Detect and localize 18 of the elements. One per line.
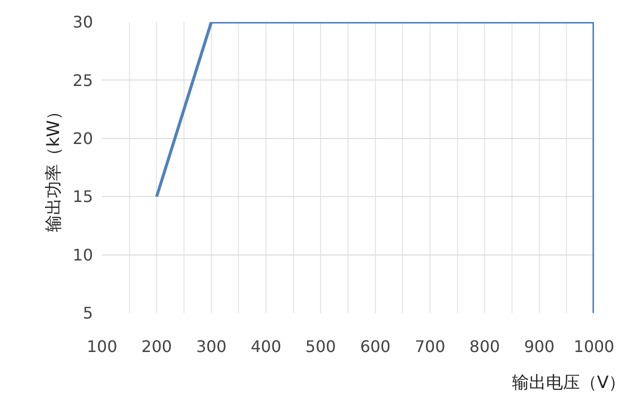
x-tick-label: 900 xyxy=(524,337,555,356)
x-tick-label: 800 xyxy=(469,337,500,356)
x-tick-label: 600 xyxy=(360,337,391,356)
x-axis-title: 输出电压（V） xyxy=(512,373,626,393)
y-tick-label: 5 xyxy=(82,304,93,323)
x-tick-label: 300 xyxy=(196,337,227,356)
y-tick-label: 30 xyxy=(72,12,93,32)
x-tick-label: 400 xyxy=(250,337,282,356)
y-tick-label: 25 xyxy=(72,70,93,90)
y-axis-title: 输出功率（kW） xyxy=(44,103,64,232)
x-tick-label: 200 xyxy=(141,337,172,356)
x-tick-label: 100 xyxy=(86,337,118,356)
x-tick-label: 1000 xyxy=(574,337,614,356)
x-tick-label: 700 xyxy=(414,337,446,356)
y-tick-label: 15 xyxy=(72,187,93,206)
x-tick-label: 500 xyxy=(305,337,336,356)
y-tick-label: 20 xyxy=(72,129,93,148)
y-tick-label: 10 xyxy=(72,245,93,264)
